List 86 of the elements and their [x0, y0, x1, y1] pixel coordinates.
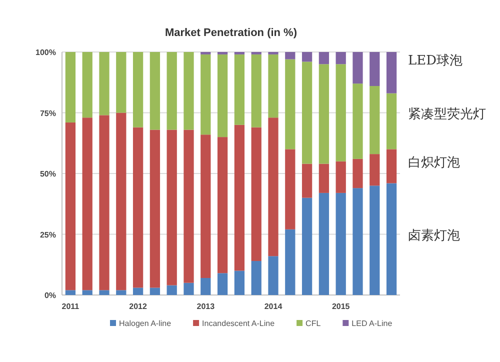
y-tick-label: 50%: [40, 170, 56, 178]
bar: [370, 186, 380, 295]
x-tick-label: 2014: [264, 302, 283, 311]
bar: [318, 64, 330, 164]
bar: [65, 122, 76, 290]
legend-label: Halogen A-line: [119, 319, 172, 328]
y-tick-label: 25%: [40, 230, 56, 240]
bar: [217, 137, 228, 274]
bar: [116, 290, 126, 295]
bar: [251, 127, 262, 261]
text: 紧凑型荧光灯: [408, 106, 486, 122]
bar: [285, 52, 296, 60]
bar: [352, 188, 363, 295]
bar: [150, 288, 160, 295]
bar: [336, 64, 346, 162]
bar: [65, 52, 76, 122]
bar: [99, 115, 110, 290]
bar: [82, 290, 92, 295]
bar: [285, 149, 296, 230]
bar: [386, 183, 397, 295]
bar: [302, 164, 312, 198]
legend-label: LED A-Line: [352, 319, 393, 328]
bar: [285, 229, 296, 295]
bar: [200, 134, 211, 278]
bar: [370, 154, 380, 186]
bar: [132, 52, 144, 128]
bar: [166, 130, 177, 286]
bar: [268, 118, 278, 256]
y-tick-label: 0%: [44, 291, 56, 300]
bar: [65, 290, 76, 295]
bar: [217, 54, 228, 138]
bar: [386, 93, 397, 150]
bar: [386, 149, 397, 184]
bar: [150, 130, 160, 288]
bar: [318, 164, 330, 193]
bar: [82, 52, 92, 118]
bar: [336, 161, 346, 193]
bar: [352, 84, 363, 159]
bar: [116, 52, 126, 113]
text: LED球泡: [408, 53, 463, 68]
y-tick-label: 75%: [40, 108, 56, 118]
x-tick-label: 2012: [129, 302, 148, 311]
text: 白炽灯泡: [408, 155, 460, 170]
bar: [336, 52, 346, 64]
x-tick-label: 2015: [332, 302, 350, 311]
x-tick-label: 2011: [62, 302, 80, 311]
y-tick-label: 100%: [36, 48, 56, 57]
bar: [318, 192, 330, 295]
text: 卤素灯泡: [408, 228, 460, 244]
legend-label: Incandescent A-Line: [202, 319, 276, 328]
bar: [302, 52, 312, 62]
bar: [166, 52, 177, 130]
bar: [99, 52, 110, 116]
bar: [370, 52, 380, 86]
bar: [352, 158, 363, 188]
bar: [302, 198, 312, 295]
bar: [268, 54, 278, 118]
chart-title: Market Penetration (in %): [164, 27, 298, 39]
bar: [336, 192, 346, 295]
bar: [116, 112, 126, 290]
bar: [184, 130, 194, 283]
bar: [234, 124, 245, 271]
bar: [184, 282, 194, 295]
bar: [234, 54, 245, 125]
bar: [99, 290, 110, 295]
bar: [251, 260, 262, 295]
legend-label: CFL: [306, 319, 322, 328]
bar: [217, 273, 228, 295]
bar: [268, 256, 278, 295]
bar: [166, 285, 177, 295]
bar: [200, 54, 211, 135]
bar: [318, 52, 330, 64]
bar: [132, 288, 144, 295]
bar: [370, 86, 380, 154]
bar: [352, 52, 363, 84]
bar: [302, 62, 312, 164]
bar: [234, 270, 245, 295]
bar: [150, 52, 160, 130]
bar: [251, 54, 262, 128]
bar: [82, 118, 92, 290]
bar: [386, 52, 397, 94]
x-tick-label: 2013: [196, 302, 216, 311]
bar: [132, 127, 144, 288]
bar: [285, 59, 296, 150]
bar: [200, 278, 211, 295]
bar: [184, 52, 194, 130]
